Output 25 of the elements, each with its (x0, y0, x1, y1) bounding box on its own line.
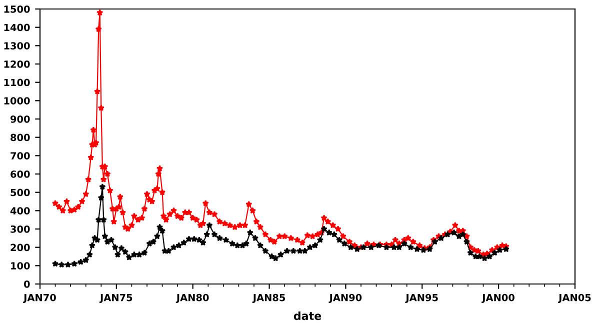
x-tick-label: JAN00 (482, 294, 514, 304)
y-tick-label: 1100 (4, 78, 30, 86)
x-tick-label: JAN80 (176, 294, 209, 304)
y-tick-label: 400 (10, 207, 30, 214)
y-tick-label: 700 (10, 152, 30, 160)
y-tick-label: 1400 (4, 24, 30, 32)
y-tick-label: 500 (10, 188, 30, 196)
x-tick-label: JAN75 (99, 294, 132, 304)
x-tick-label: JAN85 (252, 294, 286, 304)
y-tick-label: 300 (10, 225, 30, 233)
x-axis-title: date (294, 311, 322, 320)
y-tick-label: 600 (10, 170, 30, 178)
x-tick-label: JAN95 (405, 294, 438, 304)
y-tick-label: 100 (11, 262, 30, 270)
y-tick-label: 1500 (4, 5, 30, 13)
y-tick-label: 900 (10, 115, 30, 123)
y-tick-label: 0 (24, 280, 30, 288)
y-tick-label: 1300 (4, 42, 30, 50)
y-tick-label: 1000 (4, 97, 30, 104)
x-tick-label: JAN90 (328, 294, 362, 304)
x-tick-label: JAN05 (558, 294, 591, 304)
x-tick-label: JAN70 (23, 294, 56, 304)
y-tick-label: 1200 (4, 60, 30, 68)
y-tick-label: 200 (10, 244, 30, 252)
y-tick-label: 800 (10, 134, 30, 142)
